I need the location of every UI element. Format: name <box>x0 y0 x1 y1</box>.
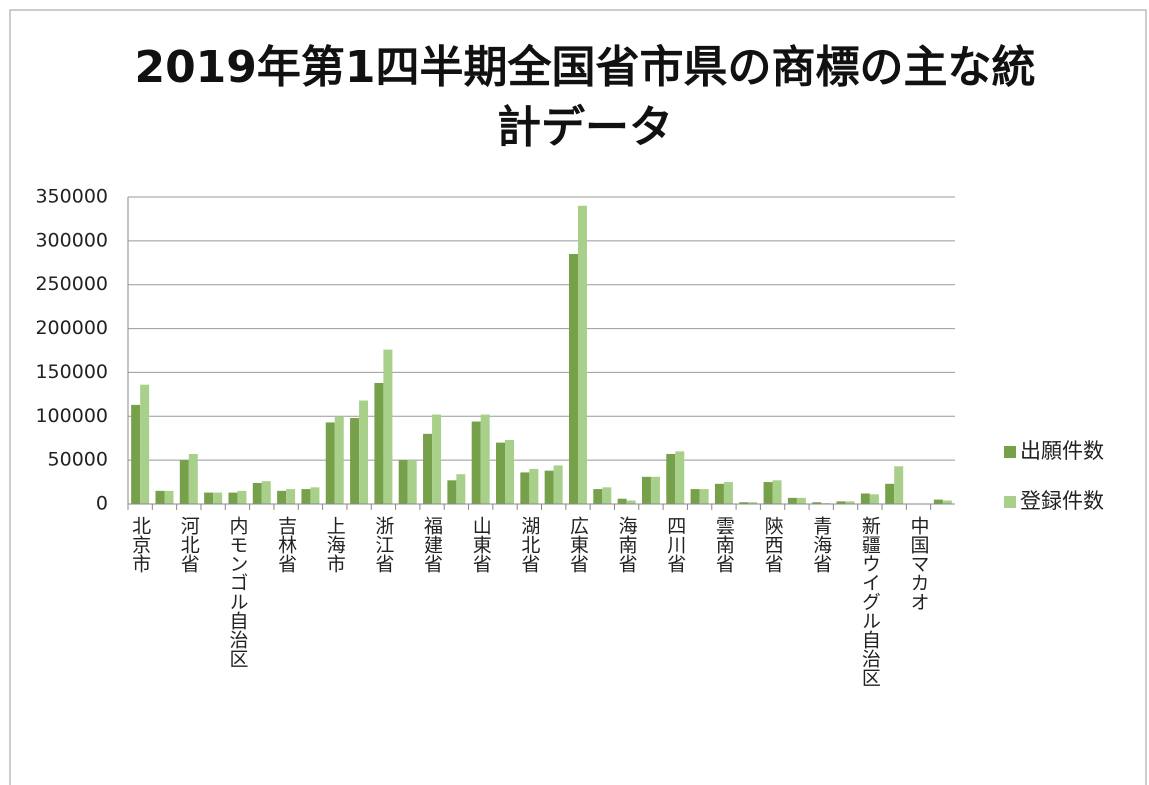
bar <box>432 414 442 504</box>
bar <box>796 497 806 504</box>
bar <box>568 254 578 504</box>
bar <box>529 468 539 504</box>
bar <box>894 466 904 504</box>
x-tick-label: 吉林省 <box>275 516 297 573</box>
bar <box>650 476 660 504</box>
bar <box>228 492 238 504</box>
x-tick-label: 浙江省 <box>372 516 394 573</box>
bar <box>505 439 515 504</box>
x-tick-label: 陝西省 <box>762 516 784 573</box>
bar <box>213 492 223 504</box>
bar <box>131 404 141 504</box>
bar <box>553 465 563 504</box>
bar <box>140 384 150 504</box>
bar <box>155 490 165 504</box>
bar <box>179 460 189 504</box>
bar <box>261 481 271 504</box>
bar <box>252 482 262 504</box>
x-tick-label: 福建省 <box>421 516 443 573</box>
x-tick-label: 内モンゴル自治区 <box>226 516 248 668</box>
bar <box>748 502 758 504</box>
x-tick-label: 新疆ウイグル自治区 <box>859 516 881 687</box>
legend-label: 出願件数 <box>1020 439 1104 463</box>
bar <box>860 493 870 504</box>
bar <box>714 483 724 504</box>
bar <box>334 416 344 504</box>
x-tick-label: 広東省 <box>567 516 589 573</box>
x-tick-label: 中国マカオ <box>908 516 930 611</box>
bar <box>836 501 846 504</box>
bar <box>407 460 417 504</box>
bar <box>447 480 457 504</box>
bar <box>739 502 749 504</box>
x-tick-label: 山東省 <box>470 516 492 573</box>
bar <box>480 414 490 504</box>
bar <box>869 494 879 504</box>
bar <box>301 489 311 504</box>
bar <box>699 489 709 504</box>
x-tick-label: 上海市 <box>324 516 346 573</box>
bar <box>772 480 782 504</box>
bar <box>374 382 384 504</box>
bar <box>666 454 676 504</box>
bar <box>626 500 636 504</box>
bar <box>277 490 287 504</box>
x-tick-label: 湖北省 <box>518 516 540 573</box>
chart-title: 2019年第1四半期全国省市県の商標の主な統計データ <box>134 42 1036 153</box>
bar <box>641 476 651 504</box>
legend-label: 登録件数 <box>1020 489 1104 513</box>
bar <box>204 492 214 504</box>
x-tick-label: 四川省 <box>664 516 686 573</box>
legend-swatch <box>1004 446 1016 458</box>
y-tick-label: 0 <box>96 493 108 515</box>
bar <box>845 501 855 504</box>
y-tick-label: 300000 <box>35 229 108 251</box>
bar <box>763 482 773 504</box>
bar <box>593 489 603 504</box>
bar <box>325 422 335 504</box>
bar <box>787 497 797 504</box>
y-tick-label: 200000 <box>35 317 108 339</box>
bar <box>359 400 369 504</box>
y-tick-label: 150000 <box>35 361 108 383</box>
bar <box>617 498 627 504</box>
bar <box>885 483 895 504</box>
chart-frame <box>9 9 1147 785</box>
y-tick-label: 50000 <box>48 449 108 471</box>
bar <box>942 500 952 504</box>
bar <box>496 442 506 504</box>
y-tick-label: 250000 <box>35 273 108 295</box>
bar <box>690 489 700 504</box>
bar <box>933 499 943 504</box>
x-tick-label: 海南省 <box>616 516 638 573</box>
bar <box>286 489 296 504</box>
legend-swatch <box>1004 496 1016 508</box>
y-tick-label: 100000 <box>35 405 108 427</box>
bar <box>350 418 360 504</box>
bar <box>398 460 408 504</box>
bar <box>310 487 320 504</box>
y-tick-label: 350000 <box>35 186 108 208</box>
bar <box>520 472 530 504</box>
bar <box>237 490 247 504</box>
x-tick-label: 雲南省 <box>713 516 735 573</box>
bar <box>456 474 466 504</box>
bar <box>423 433 433 504</box>
x-tick-label: 青海省 <box>810 516 832 573</box>
bar <box>544 470 554 504</box>
bar <box>577 205 587 504</box>
bar <box>383 349 393 504</box>
bar <box>723 482 733 504</box>
bar <box>812 502 822 504</box>
x-tick-label: 河北省 <box>178 516 200 573</box>
bar <box>471 421 481 504</box>
x-tick-label: 北京市 <box>129 516 151 573</box>
bar <box>602 487 612 504</box>
bar <box>675 451 685 504</box>
bar <box>188 454 198 504</box>
bar <box>164 490 174 504</box>
